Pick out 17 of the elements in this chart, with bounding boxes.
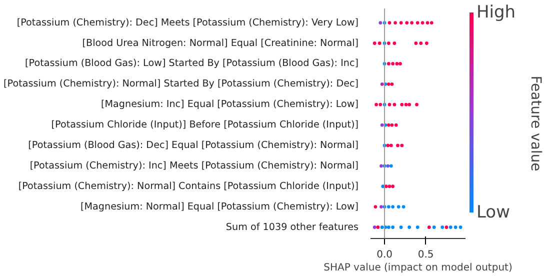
y-tick-label: [Potassium (Blood Gas): Low] Started By [Potassium (Blood Gas): Inc] xyxy=(25,58,359,70)
y-tick-label: [Blood Urea Nitrogen: Normal] Equal [Creatinine: Normal] xyxy=(82,38,359,49)
y-tick-label: [Potassium (Blood Gas): Dec] Equal [Potassium (Chemistry): Normal] xyxy=(28,140,359,151)
y-tick-label: [Potassium (Chemistry): Normal] Contains [Potassium Chloride (Input)] xyxy=(18,180,359,192)
x-tick-label: 0.5 xyxy=(418,250,434,260)
y-tick-label: [Potassium (Chemistry): Normal] Started By [Potassium (Chemistry): Dec] xyxy=(4,78,359,90)
color-bar-label: Low xyxy=(476,202,510,222)
color-bar-label: High xyxy=(476,2,516,22)
y-tick-label: [Magnesium: Inc] Equal [Potassium (Chemistry): Low] xyxy=(101,99,359,110)
color-bar-title: Feature value xyxy=(528,76,544,172)
y-tick-label: Sum of 1039 other features xyxy=(226,222,359,233)
y-tick-label: [Magnesium: Normal] Equal [Potassium (Chemistry): Low] xyxy=(80,201,358,212)
y-tick-label: [Potassium (Chemistry): Inc] Meets [Potassium (Chemistry): Normal] xyxy=(30,160,359,172)
y-tick-label: [Potassium (Chemistry): Dec] Meets [Potassium (Chemistry): Very Low] xyxy=(16,17,359,28)
x-tick-label: 0.0 xyxy=(376,250,392,260)
x-axis-title: SHAP value (impact on model output) xyxy=(324,262,512,274)
y-tick-label: [Potassium Chloride (Input)] Before [Potassium Chloride (Input)] xyxy=(51,120,359,131)
